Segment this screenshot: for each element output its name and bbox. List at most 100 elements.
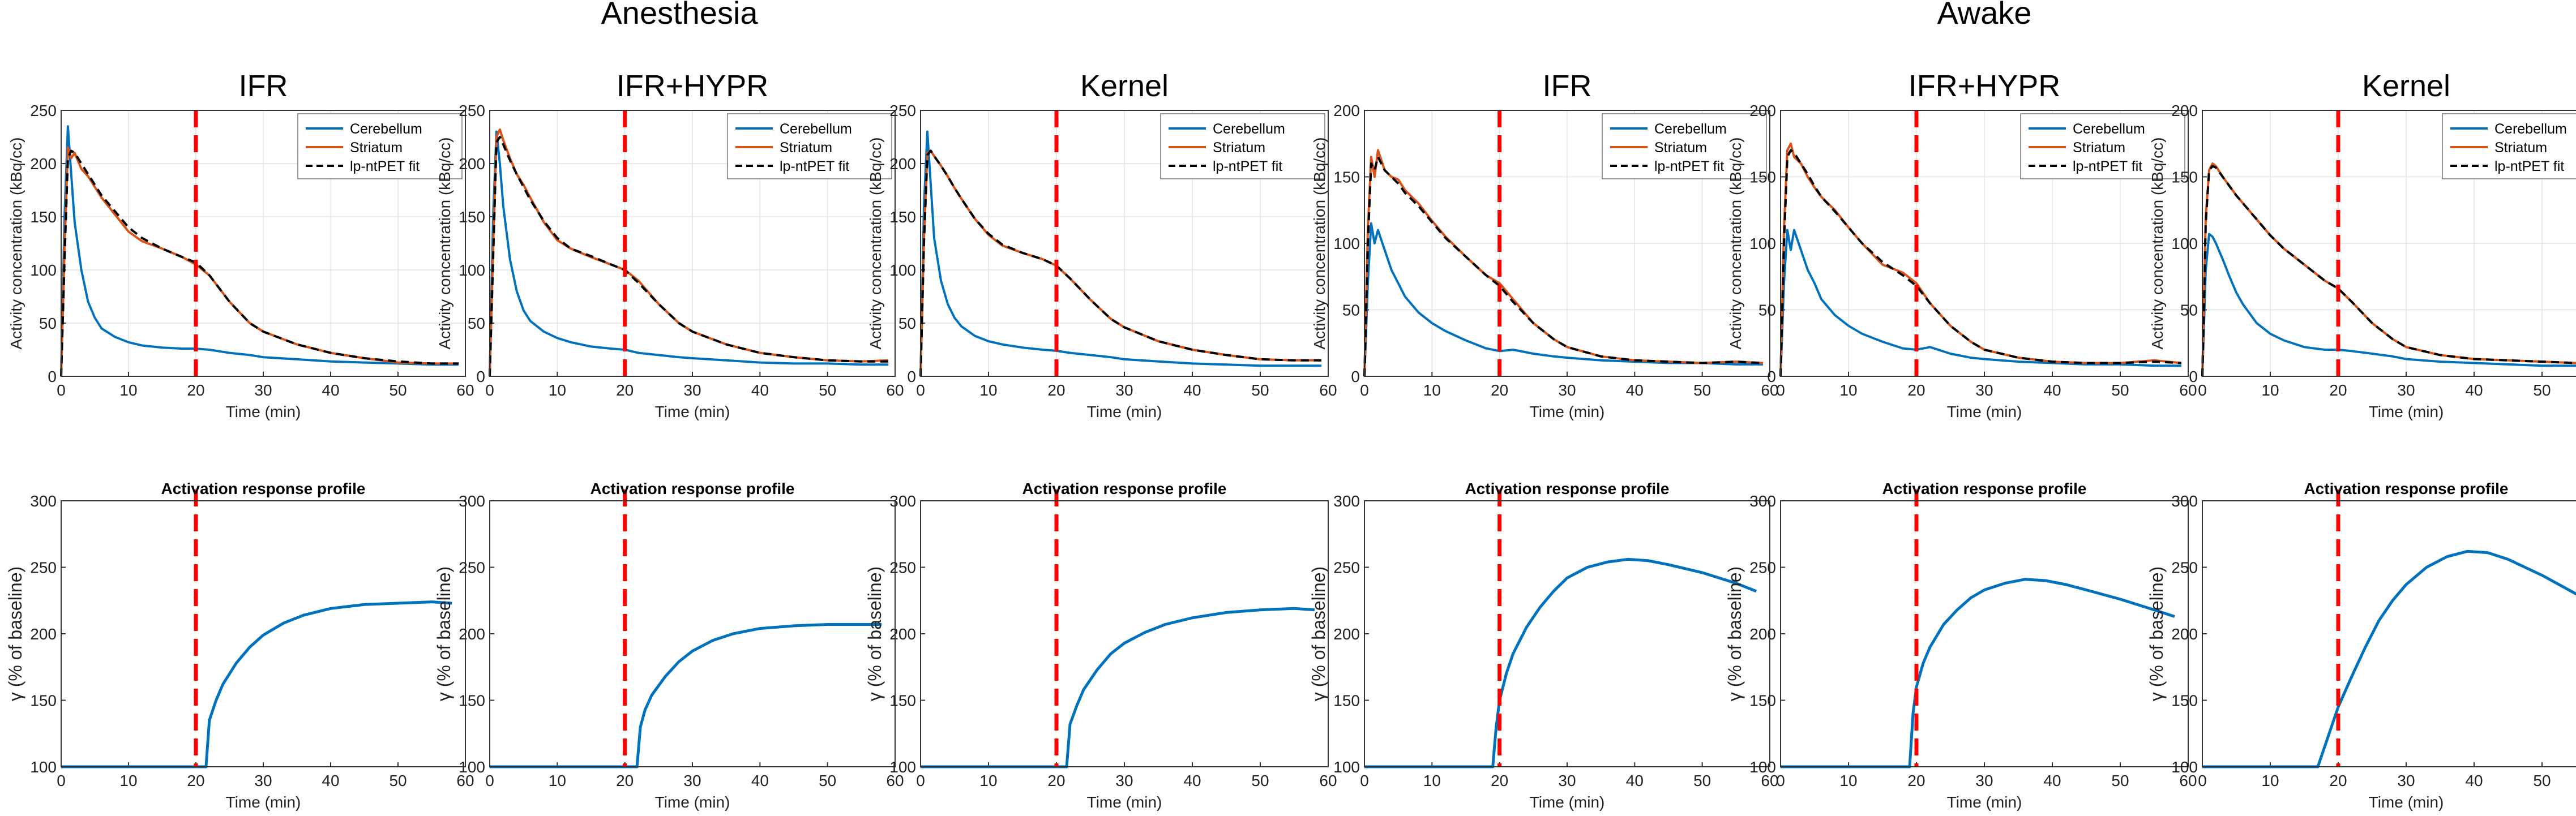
y-axis-label: Activity concentration (kBq/cc) [436, 137, 453, 349]
y-tick-label: 150 [30, 208, 57, 226]
y-tick-label: 50 [898, 315, 916, 332]
x-tick-label: 10 [549, 381, 566, 399]
axes-box [61, 110, 466, 377]
y-tick-label: 0 [907, 368, 916, 385]
x-tick-label: 40 [751, 772, 769, 789]
y-tick-label: 200 [1333, 102, 1360, 119]
y-axis-label: γ (% of baseline) [1308, 566, 1329, 701]
x-axis-label: Time (min) [1947, 793, 2022, 811]
x-tick-label: 0 [1360, 381, 1369, 399]
y-axis-label: Activity concentration (kBq/cc) [867, 137, 884, 349]
panel-title: Kernel [2362, 69, 2450, 103]
x-tick-label: 40 [2043, 381, 2061, 399]
series-line-cerebellum [1779, 229, 2181, 377]
x-tick-label: 40 [2043, 772, 2061, 789]
x-tick-label: 0 [1776, 381, 1785, 399]
x-tick-label: 50 [2533, 772, 2551, 789]
x-tick-label: 50 [389, 381, 406, 399]
series-line-cerebellum [919, 130, 1321, 377]
legend-label: Striatum [350, 140, 403, 156]
y-tick-label: 50 [2180, 302, 2198, 319]
x-tick-label: 50 [389, 772, 406, 789]
panel-title: Activation response profile [1465, 480, 1670, 497]
y-tick-label: 150 [2171, 169, 2198, 186]
x-tick-label: 60 [886, 381, 904, 399]
activation-panel-0: 0 10 20 30 40 50 60 100 150 200 250 300 Time (min) γ … [5, 480, 474, 811]
tac-panel-5: 0 10 20 30 40 50 600 50 100 150 200 Time (min) Activ… [2149, 69, 2576, 420]
panel-title: IFR+HYPR [617, 69, 769, 103]
y-tick-label: 0 [476, 368, 485, 385]
x-axis-label: Time (min) [1530, 403, 1605, 420]
y-tick-label: 50 [1342, 302, 1360, 319]
y-tick-label: 100 [1333, 758, 1360, 776]
x-tick-label: 10 [1839, 772, 1857, 789]
x-tick-label: 0 [2198, 381, 2207, 399]
x-tick-label: 60 [2179, 381, 2197, 399]
y-tick-label: 150 [459, 208, 485, 226]
y-tick-label: 150 [889, 692, 916, 710]
y-tick-label: 200 [889, 155, 916, 173]
x-axis-label: Time (min) [2369, 793, 2444, 811]
x-tick-label: 10 [979, 772, 997, 789]
panel-title: Kernel [1080, 69, 1169, 103]
x-tick-label: 50 [1693, 772, 1711, 789]
y-tick-label: 300 [30, 492, 57, 510]
legend-label: Striatum [2494, 140, 2547, 156]
x-tick-label: 30 [254, 772, 272, 789]
legend: Cerebellum Striatum lp-ntPET fit [2020, 113, 2185, 179]
x-axis-label: Time (min) [1087, 793, 1162, 811]
y-tick-label: 250 [889, 102, 916, 119]
y-tick-label: 150 [889, 208, 916, 226]
x-tick-label: 20 [187, 381, 204, 399]
legend-label: Cerebellum [350, 121, 422, 137]
panel-title: IFR [239, 69, 288, 103]
x-tick-label: 30 [254, 381, 272, 399]
y-tick-label: 100 [1749, 758, 1776, 776]
x-tick-label: 10 [119, 381, 137, 399]
x-tick-label: 30 [1975, 381, 1993, 399]
x-tick-label: 30 [1558, 772, 1576, 789]
axes-box [61, 500, 466, 767]
legend: Cerebellum Striatum lp-ntPET fit [727, 113, 892, 179]
y-tick-label: 200 [1749, 102, 1776, 119]
x-tick-label: 60 [2179, 772, 2197, 789]
x-tick-label: 50 [1251, 772, 1269, 789]
y-tick-label: 200 [459, 625, 485, 643]
x-tick-label: 50 [819, 772, 836, 789]
axes-box [920, 500, 1329, 767]
legend: Cerebellum Striatum lp-ntPET fit [1160, 113, 1325, 179]
series-line-cerebellum [2201, 233, 2576, 377]
legend: Cerebellum Striatum lp-ntPET fit [1602, 113, 1767, 179]
y-tick-label: 250 [1333, 559, 1360, 577]
y-axis-label: γ (% of baseline) [5, 566, 25, 701]
y-tick-label: 100 [30, 758, 57, 776]
y-tick-label: 0 [48, 368, 57, 385]
x-tick-label: 60 [1319, 381, 1337, 399]
x-tick-label: 20 [1907, 381, 1925, 399]
panel-title: Activation response profile [2304, 480, 2509, 497]
axes-box [2202, 110, 2576, 377]
y-tick-label: 200 [889, 625, 916, 643]
x-tick-label: 50 [1251, 381, 1269, 399]
x-tick-label: 0 [485, 772, 494, 789]
legend-label: lp-ntPET fit [350, 158, 420, 174]
x-tick-label: 60 [1761, 772, 1778, 789]
y-tick-label: 300 [459, 492, 485, 510]
group-title-awake: Awake [1937, 0, 2031, 31]
panel-title: IFR+HYPR [1909, 69, 2061, 103]
axes-box [1780, 500, 2189, 767]
y-axis-label: γ (% of baseline) [434, 566, 454, 701]
x-tick-label: 0 [57, 381, 66, 399]
panel-title: Activation response profile [1882, 480, 2087, 497]
y-tick-label: 200 [459, 155, 485, 173]
x-tick-label: 50 [1693, 381, 1711, 399]
x-tick-label: 30 [1975, 772, 1993, 789]
y-tick-label: 0 [1767, 368, 1776, 385]
legend-label: Cerebellum [2073, 121, 2145, 137]
x-tick-label: 50 [2533, 381, 2551, 399]
